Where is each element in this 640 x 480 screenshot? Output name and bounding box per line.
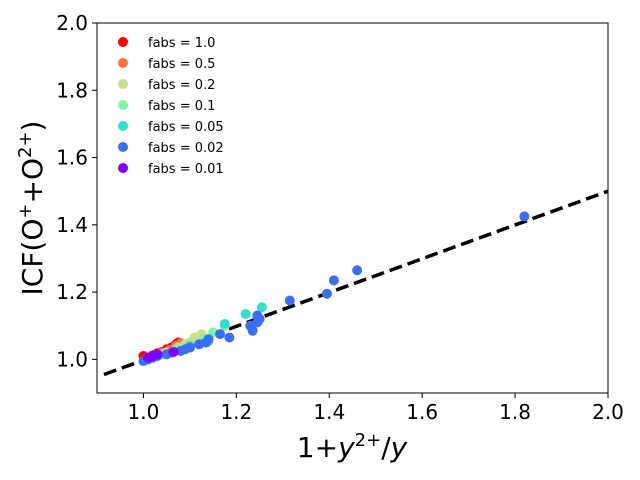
data-point xyxy=(240,308,251,319)
data-point xyxy=(254,314,265,324)
data-point xyxy=(168,346,179,357)
x-axis-label-denominator: y xyxy=(390,431,408,464)
x-axis-label-var: y xyxy=(337,431,355,464)
legend-marker xyxy=(118,58,128,68)
x-axis-label-superscript: 2+ xyxy=(355,430,382,451)
legend-label: fabs = 0.5 xyxy=(148,57,215,72)
plot-area-frame xyxy=(96,22,609,394)
y-axis-label-prefix: ICF(O xyxy=(16,219,49,296)
data-point xyxy=(321,288,332,299)
y-tick-label: 1.8 xyxy=(56,78,88,102)
legend-label: fabs = 1.0 xyxy=(148,36,215,51)
y-tick-label: 2.0 xyxy=(56,11,88,35)
x-tick-label: 1.8 xyxy=(499,400,531,424)
data-point xyxy=(519,211,530,222)
legend-label: fabs = 0.1 xyxy=(148,99,215,114)
x-tick-label: 2.0 xyxy=(592,400,624,424)
y-tick-label: 1.0 xyxy=(56,347,88,371)
fit-line xyxy=(103,189,609,377)
legend-marker xyxy=(118,37,128,47)
legend-marker xyxy=(118,142,128,152)
y-tick-label: 1.2 xyxy=(56,280,88,304)
y-axis-label: ICF(O++O2+) xyxy=(15,121,49,296)
x-tick-label: 1.2 xyxy=(220,400,252,424)
data-point xyxy=(215,329,226,340)
data-point xyxy=(224,332,235,343)
x-tick-label: 1.6 xyxy=(406,400,438,424)
data-point xyxy=(256,302,267,313)
legend-marker xyxy=(118,163,128,173)
legend-label: fabs = 0.01 xyxy=(148,162,224,177)
y-axis-label-sup1: + xyxy=(15,204,36,219)
legend-label: fabs = 0.2 xyxy=(148,78,215,93)
axis-ticks-layer: 1.0 1.2 1.4 1.6 1.8 2.0 1.0 1.2 1.4 1.6 1.8 2.0 xyxy=(56,11,624,424)
data-point xyxy=(352,265,363,276)
fit-line-layer xyxy=(103,189,609,377)
y-axis-label-mid: +O xyxy=(16,158,49,204)
data-points-layer xyxy=(138,211,530,367)
data-point xyxy=(184,342,195,353)
data-point xyxy=(152,349,163,360)
data-point xyxy=(328,275,339,286)
series-group xyxy=(143,346,179,363)
x-axis-label-prefix: 1+ xyxy=(297,431,338,464)
data-point xyxy=(247,325,258,336)
legend-marker xyxy=(118,79,128,89)
legend-label: fabs = 0.02 xyxy=(148,141,224,156)
x-axis-label: 1+y2+/y xyxy=(297,430,408,464)
data-point xyxy=(284,295,295,306)
x-tick-label: 1.0 xyxy=(128,400,160,424)
y-axis-label-sup2: 2+ xyxy=(15,131,36,158)
legend-marker xyxy=(118,121,128,131)
x-axis-label-slash: / xyxy=(381,431,391,464)
legend: fabs = 1.0 fabs = 0.5 fabs = 0.2 fabs = 0.1… xyxy=(118,36,224,177)
legend-marker xyxy=(118,100,128,110)
y-tick-label: 1.6 xyxy=(56,146,88,170)
data-point xyxy=(219,319,230,330)
y-tick-label: 1.4 xyxy=(56,213,88,237)
y-axis-label-suffix: ) xyxy=(16,121,49,132)
data-point xyxy=(203,334,214,345)
legend-label: fabs = 0.05 xyxy=(148,120,224,135)
x-tick-label: 1.4 xyxy=(313,400,345,424)
